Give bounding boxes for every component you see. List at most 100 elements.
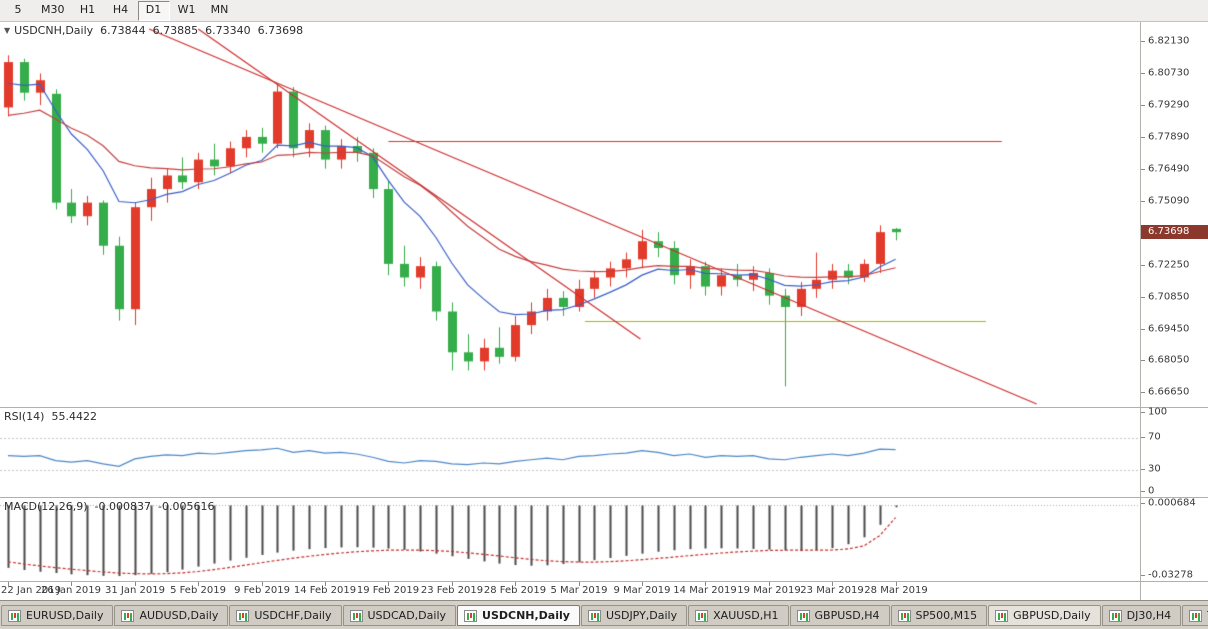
time-tick-mark [325, 582, 326, 586]
price-tick-label: 0 [1148, 485, 1155, 497]
chart-tab-usdchf-daily[interactable]: USDCHF,Daily [229, 605, 342, 626]
price-tick-mark [1141, 41, 1145, 42]
time-tick-mark [452, 582, 453, 586]
tab-label: USDCHF,Daily [254, 609, 332, 622]
price-tick-mark [1141, 73, 1145, 74]
macd-canvas[interactable] [0, 498, 1140, 581]
chart-tab-usdcnh-daily[interactable]: USDCNH,Daily [457, 605, 580, 626]
price-tick-mark [1141, 169, 1145, 170]
tab-chart-icon [1108, 609, 1122, 622]
tab-chart-icon [897, 609, 911, 622]
chart-tab-usdjpy-daily[interactable]: USDJPY,Daily [580, 605, 688, 626]
timeframe-button-h4[interactable]: H4 [112, 2, 129, 16]
rsi-canvas[interactable] [0, 408, 1140, 497]
price-tick-label: 6.76490 [1148, 163, 1190, 175]
tab-label: XAUUSD,H1 [713, 609, 779, 622]
chart-tab-usdcad-daily[interactable]: USDCAD,Daily [342, 605, 457, 626]
ohlc-high: 6.73885 [152, 24, 199, 37]
chart-tab-sp500-m15[interactable]: SP500,M15 [890, 605, 988, 626]
timeframe-button-d1[interactable]: D1 [137, 0, 170, 21]
timeframe-button-5[interactable]: 5 [14, 2, 22, 16]
price-tick-mark [1141, 412, 1145, 413]
price-tick-label: 30 [1148, 463, 1161, 475]
price-axis[interactable]: 6.73698 6.82130 6.80730 6.79290 6.77890 6.76… [1140, 22, 1208, 600]
panel-separator [1141, 407, 1208, 408]
time-tick-label: 28 Feb 2019 [483, 585, 547, 596]
chart-tab-tech100-h1[interactable]: TECH100,H1 [1182, 605, 1208, 626]
macd-signal-value: -0.005616 [158, 500, 215, 513]
rsi-label: RSI(14) 55.4422 [4, 410, 97, 423]
panel-separator [1141, 581, 1208, 582]
price-tick-label: 6.66650 [1148, 386, 1190, 398]
time-tick-label: 19 Mar 2019 [737, 585, 801, 596]
timeframe-button-h1[interactable]: H1 [79, 2, 96, 16]
chart-title: ▼ USDCNH,Daily 6.73844 6.73885 6.73340 6.7369… [4, 24, 303, 37]
price-tick-label: 6.72250 [1148, 259, 1190, 271]
timeframe-button-w1[interactable]: W1 [177, 2, 196, 16]
price-tick-mark [1141, 360, 1145, 361]
tab-label: GBPUSD,Daily [1013, 609, 1091, 622]
tab-label: GBPUSD,H4 [814, 609, 880, 622]
time-tick-mark [388, 582, 389, 586]
timeframe-button-mn[interactable]: MN [210, 2, 229, 16]
rsi-indicator-panel[interactable]: RSI(14) 55.4422 [0, 407, 1140, 497]
chart-collapse-icon[interactable]: ▼ [4, 26, 11, 35]
panel-separator [1141, 497, 1208, 498]
macd-value: -0.000837 [94, 500, 152, 513]
time-tick-label: 9 Feb 2019 [234, 585, 290, 596]
time-tick-label: 22 Jan 2019 [1, 585, 61, 596]
tab-label: USDCAD,Daily [367, 609, 447, 622]
time-tick-label: 14 Mar 2019 [673, 585, 737, 596]
chart-tab-bar: EURUSD,Daily AUDUSD,Daily USDCHF,Daily USDC… [0, 600, 1208, 629]
price-tick-label: 6.77890 [1148, 131, 1190, 143]
price-tick-mark [1141, 503, 1145, 504]
time-tick-mark [896, 582, 897, 586]
chart-symbol-label: USDCNH,Daily [14, 24, 94, 37]
price-tick-mark [1141, 137, 1145, 138]
time-tick-mark [705, 582, 706, 586]
chart-tab-eurusd-daily[interactable]: EURUSD,Daily [1, 605, 114, 626]
time-tick-mark [579, 582, 580, 586]
price-tick-label: 70 [1148, 431, 1161, 443]
chart-tab-gbpusd-daily[interactable]: GBPUSD,Daily [988, 605, 1101, 626]
price-tick-mark [1141, 201, 1145, 202]
ohlc-close: 6.73698 [257, 24, 304, 37]
chart-tab-dj30-h4[interactable]: DJ30,H4 [1101, 605, 1182, 626]
tab-label: DJ30,H4 [1126, 609, 1172, 622]
current-price-badge: 6.73698 [1141, 225, 1208, 239]
price-tick-mark [1141, 437, 1145, 438]
time-axis[interactable]: 22 Jan 2019 26 Jan 2019 31 Jan 2019 5 Feb 2… [0, 581, 1140, 600]
price-tick-label: 6.70850 [1148, 291, 1190, 303]
chart-tab-audusd-daily[interactable]: AUDUSD,Daily [114, 605, 229, 626]
time-tick-label: 5 Mar 2019 [550, 585, 608, 596]
time-tick-label: 28 Mar 2019 [864, 585, 928, 596]
chart-tab-gbpusd-h4[interactable]: GBPUSD,H4 [789, 605, 890, 626]
ohlc-low: 6.73340 [205, 24, 251, 37]
price-chart-canvas[interactable] [0, 22, 1140, 407]
tab-chart-icon [587, 609, 601, 622]
timeframe-button-m30[interactable]: M30 [41, 2, 65, 16]
price-tick-label: 6.79290 [1148, 99, 1190, 111]
price-tick-label: 0.000684 [1148, 497, 1196, 509]
price-tick-label: 100 [1148, 406, 1168, 418]
price-tick-mark [1141, 392, 1145, 393]
tab-chart-icon [1189, 609, 1203, 622]
tab-label: USDJPY,Daily [605, 609, 678, 622]
chart-tab-xauusd-h1[interactable]: XAUUSD,H1 [688, 605, 789, 626]
macd-name: MACD(12,26,9) [4, 500, 88, 513]
price-tick-label: 6.82130 [1148, 35, 1190, 47]
macd-label: MACD(12,26,9) -0.000837 -0.005616 [4, 500, 214, 513]
time-tick-mark [198, 582, 199, 586]
tab-chart-icon [8, 609, 21, 622]
price-tick-mark [1141, 469, 1145, 470]
macd-indicator-panel[interactable]: MACD(12,26,9) -0.000837 -0.005616 [0, 497, 1140, 581]
timeframe-toolbar: 5 M30 H1 H4 D1 W1 MN [0, 0, 1208, 22]
time-tick-label: 31 Jan 2019 [105, 585, 165, 596]
rsi-value: 55.4422 [51, 410, 97, 423]
price-tick-mark [1141, 329, 1145, 330]
time-tick-label: 9 Mar 2019 [613, 585, 671, 596]
price-chart-panel[interactable]: ▼ USDCNH,Daily 6.73844 6.73885 6.73340 6.7369… [0, 22, 1140, 407]
tab-chart-icon [464, 609, 478, 622]
time-tick-mark [135, 582, 136, 586]
